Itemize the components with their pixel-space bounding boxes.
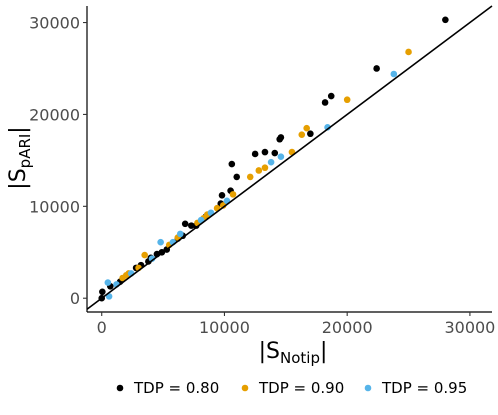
data-point-series-3	[390, 70, 398, 78]
legend-label-series-1: TDP = 0.80	[133, 379, 219, 397]
y-tick-label: 0	[70, 289, 80, 308]
data-point-series-3	[148, 255, 156, 263]
x-tick-label: 20000	[322, 318, 373, 337]
data-point-series-1	[228, 160, 236, 168]
data-point-series-1	[442, 16, 449, 24]
y-tick-label: 10000	[29, 197, 80, 216]
x-axis-ticks: 0 10000 20000 30000	[97, 312, 495, 337]
legend: TDP = 0.80 TDP = 0.90 TDP = 0.95	[116, 379, 467, 397]
legend-label-series-3: TDP = 0.95	[381, 379, 467, 397]
legend-label-series-2: TDP = 0.90	[258, 379, 344, 397]
data-point-series-1	[327, 92, 335, 100]
data-point-series-3	[104, 279, 112, 286]
x-tick-label: 0	[97, 318, 107, 337]
data-point-series-2	[246, 173, 254, 181]
data-point-series-2	[343, 96, 351, 104]
data-point-series-2	[298, 131, 306, 138]
x-axis-title-close: |	[320, 339, 327, 364]
data-points	[98, 16, 449, 302]
data-point-series-3	[267, 158, 275, 166]
data-point-series-3	[176, 230, 184, 238]
x-axis-title: |SNotip|	[259, 339, 328, 367]
y-axis-title: |SpARI|	[6, 126, 34, 189]
identity-reference-line	[86, 5, 493, 310]
data-point-series-2	[219, 202, 227, 209]
data-point-series-1	[188, 222, 195, 229]
data-point-series-1	[277, 134, 285, 141]
legend-key-series-3	[364, 384, 372, 392]
y-axis-ticks: 0 10000 20000 30000	[29, 14, 87, 308]
data-point-series-2	[303, 124, 310, 132]
x-axis-title-subscript: Notip	[280, 349, 320, 367]
data-point-series-3	[324, 123, 331, 131]
x-axis-title-main: |S	[259, 339, 280, 364]
y-tick-label: 30000	[29, 14, 80, 33]
data-point-series-3	[277, 153, 285, 161]
data-point-series-1	[321, 99, 329, 106]
data-point-series-1	[261, 148, 269, 156]
data-point-series-1	[373, 65, 380, 72]
data-point-series-2	[229, 191, 237, 198]
y-axis-title-main: |S	[6, 168, 31, 189]
data-point-series-2	[255, 167, 263, 174]
data-point-series-2	[261, 164, 269, 172]
data-point-series-1	[218, 191, 226, 199]
legend-key-series-2	[241, 384, 249, 392]
y-tick-label: 20000	[29, 105, 80, 124]
x-tick-label: 30000	[444, 318, 495, 337]
x-tick-label: 10000	[199, 318, 250, 337]
data-point-series-1	[181, 220, 189, 228]
y-axis-title-close: |	[6, 126, 31, 133]
data-point-series-2	[141, 251, 148, 259]
y-axis-title-subscript: pARI	[16, 134, 34, 169]
data-point-series-1	[233, 173, 241, 181]
data-point-series-1	[307, 130, 314, 138]
data-point-series-1	[271, 149, 279, 157]
legend-key-series-1	[116, 384, 124, 392]
data-point-series-1	[251, 150, 259, 158]
data-point-series-1	[99, 288, 106, 296]
data-point-series-2	[405, 48, 412, 56]
data-point-series-3	[157, 238, 164, 246]
